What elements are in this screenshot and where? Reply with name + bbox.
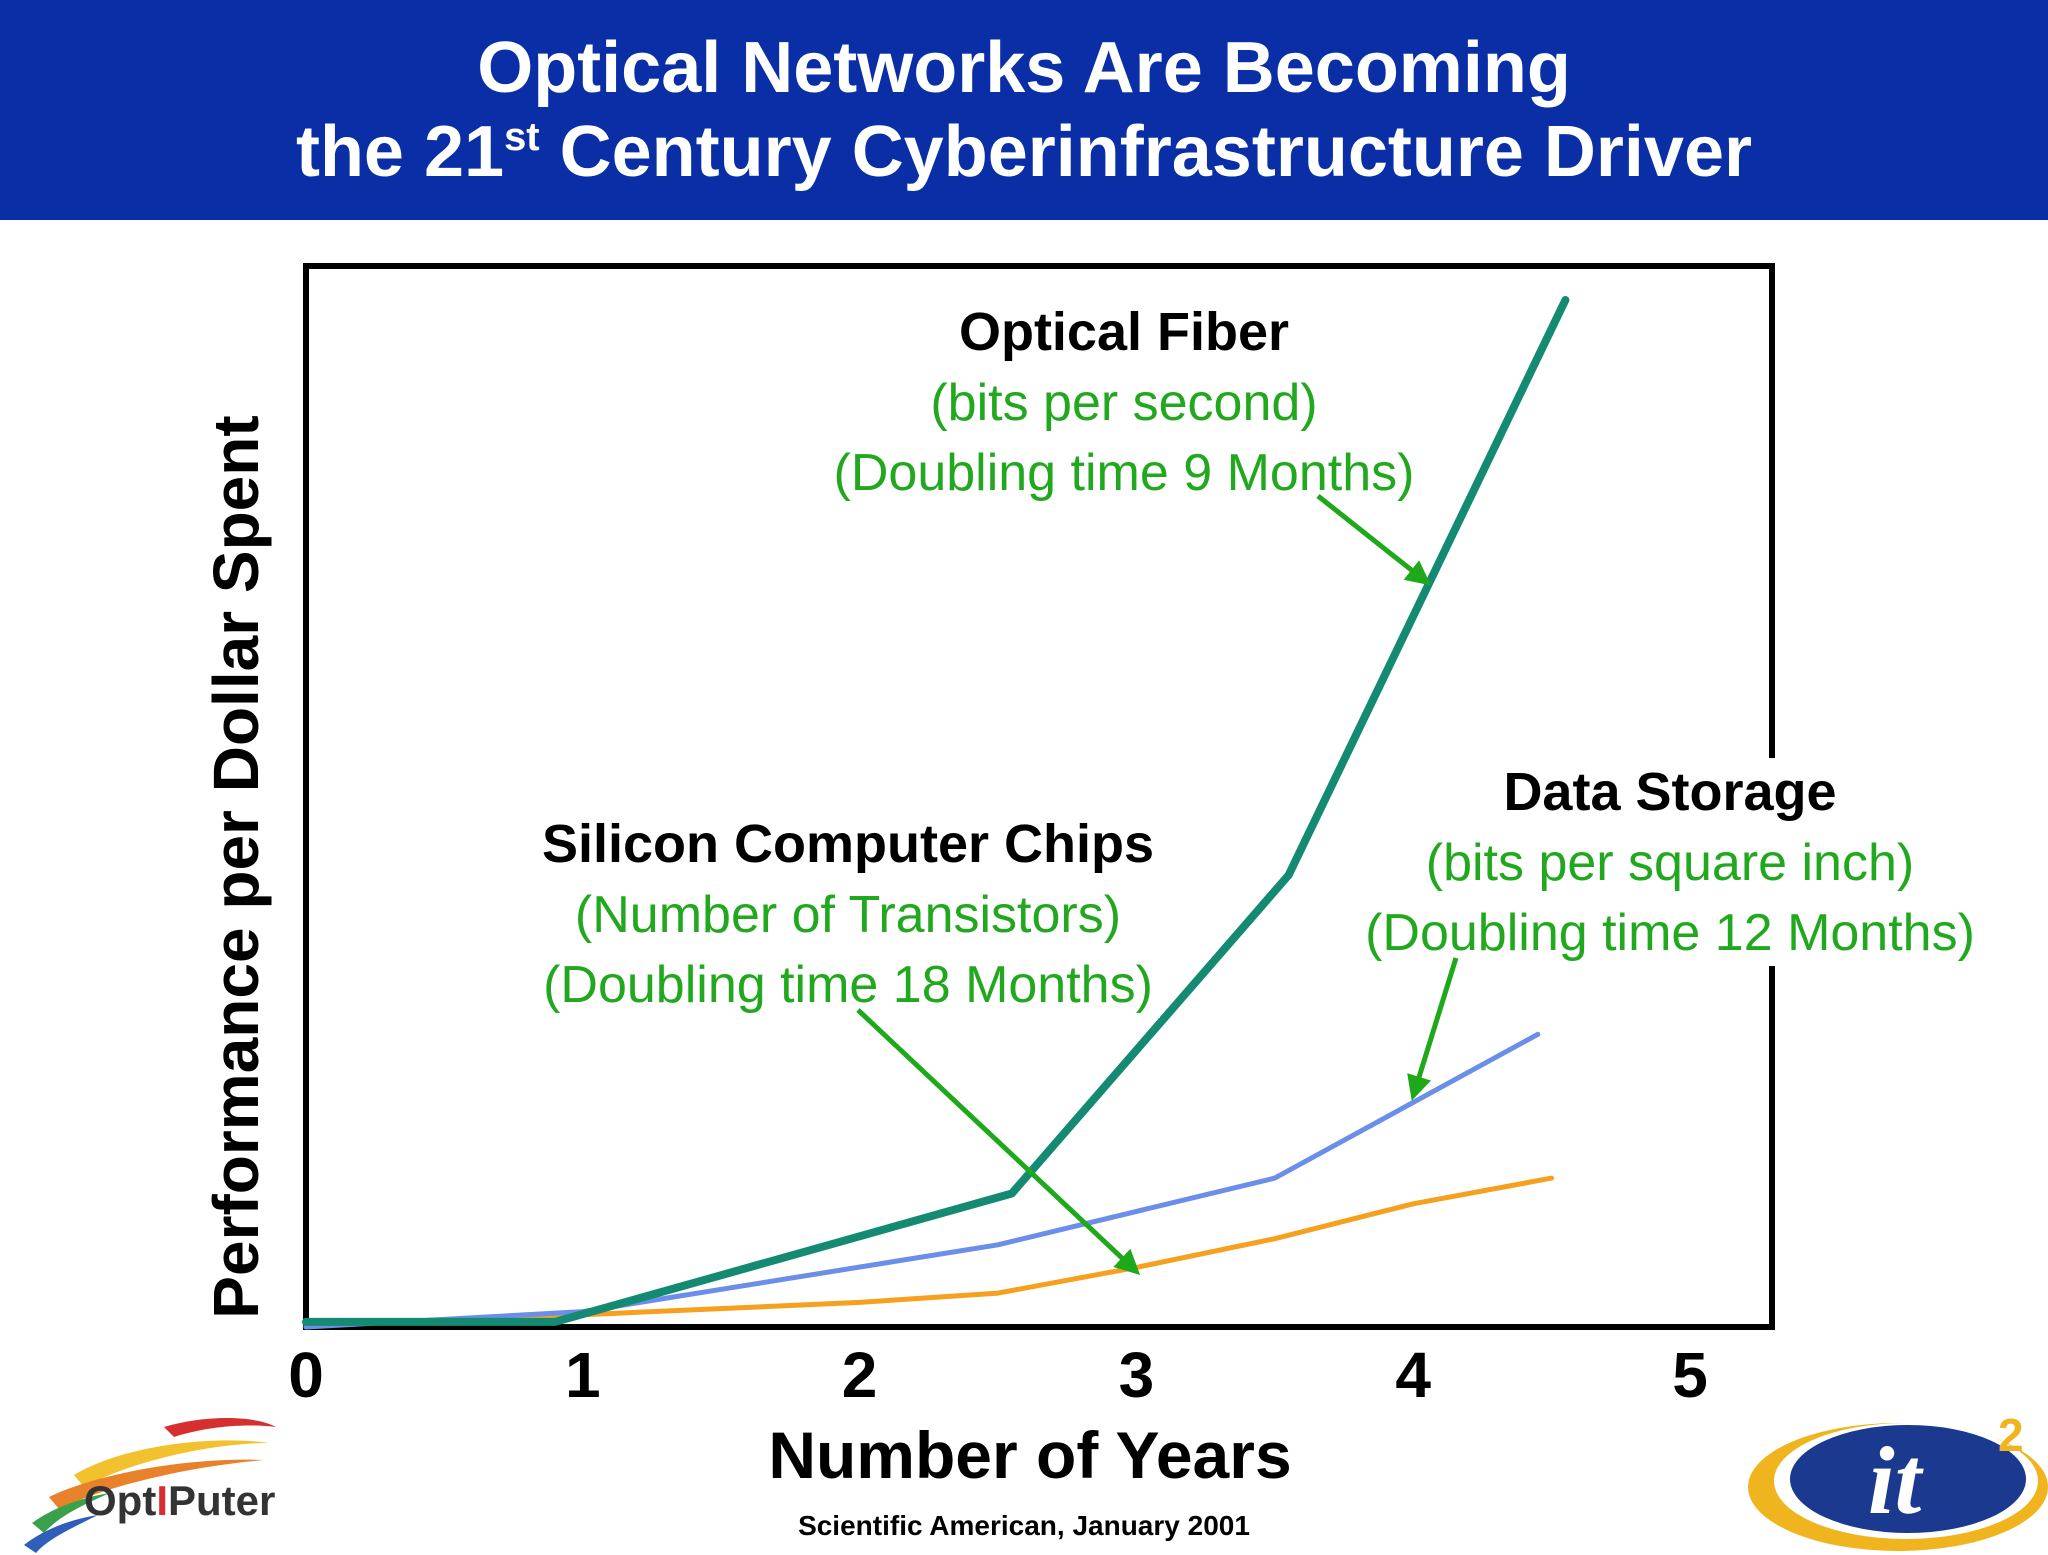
y-axis-label: Performance per Dollar Spent <box>200 415 272 1318</box>
x-tick-label-4: 4 <box>1395 1339 1431 1411</box>
title-line-1: Optical Networks Are Becoming <box>477 28 1571 108</box>
annotation-unit: (bits per second) <box>930 374 1317 432</box>
annotation-doubling-time: (Doubling time 18 Months) <box>543 956 1153 1014</box>
annotation-backdrop <box>1359 758 1981 966</box>
title-line-2-end: Century Cyberinfrastructure Driver <box>539 112 1753 192</box>
x-tick-label-2: 2 <box>842 1339 878 1411</box>
annotation-backdrop <box>827 298 1421 506</box>
annotation-title: Data Storage <box>1503 762 1836 822</box>
series-line-silicon-computer-chips <box>303 1175 1555 1328</box>
optiputer-logo: OptIPuter <box>24 1418 276 1553</box>
x-tick-label-5: 5 <box>1672 1339 1708 1411</box>
annotation-chips: Silicon Computer Chips (Number of Transis… <box>535 810 1161 1018</box>
annotation-arrow-optical <box>1316 494 1431 586</box>
annotation-storage: Data Storage (bits per square inch) (Doubl… <box>1359 758 1981 966</box>
annotation-unit: (bits per square inch) <box>1426 834 1914 892</box>
annotation-optical: Optical Fiber (bits per second) (Doubling … <box>827 298 1421 506</box>
annotation-title: Silicon Computer Chips <box>542 814 1154 874</box>
it2-logo: it 2 <box>1748 1409 2048 1551</box>
x-tick-label-1: 1 <box>565 1339 601 1411</box>
it2-logo-text: it <box>1868 1427 1925 1534</box>
annotation-title: Optical Fiber <box>959 302 1289 362</box>
series-line-optical-fiber <box>302 296 1570 1326</box>
series-line-data-storage <box>303 1031 1541 1330</box>
annotation-backdrop <box>535 810 1161 1018</box>
x-tick-label-3: 3 <box>1119 1339 1155 1411</box>
annotation-arrow-chips <box>856 1008 1141 1275</box>
annotation-doubling-time: (Doubling time 12 Months) <box>1365 904 1975 962</box>
svg-text:OptIPuter: OptIPuter <box>84 1477 275 1524</box>
title-line-2-start: the 21 <box>295 112 505 192</box>
x-axis-label: Number of Years <box>768 1418 1291 1492</box>
title-bar: Optical Networks Are Becoming the 21st C… <box>0 0 2048 220</box>
it2-logo-superscript: 2 <box>1998 1409 2024 1461</box>
annotation-doubling-time: (Doubling time 9 Months) <box>834 444 1415 502</box>
annotation-unit: (Number of Transistors) <box>575 886 1121 944</box>
annotation-arrow-storage <box>1407 957 1459 1101</box>
x-tick-label-0: 0 <box>288 1339 324 1411</box>
title-line-2: the 21st Century Cyberinfrastructure Dri… <box>296 110 1752 194</box>
source-citation: Scientific American, January 2001 <box>798 1510 1250 1541</box>
title-superscript: st <box>504 115 540 159</box>
